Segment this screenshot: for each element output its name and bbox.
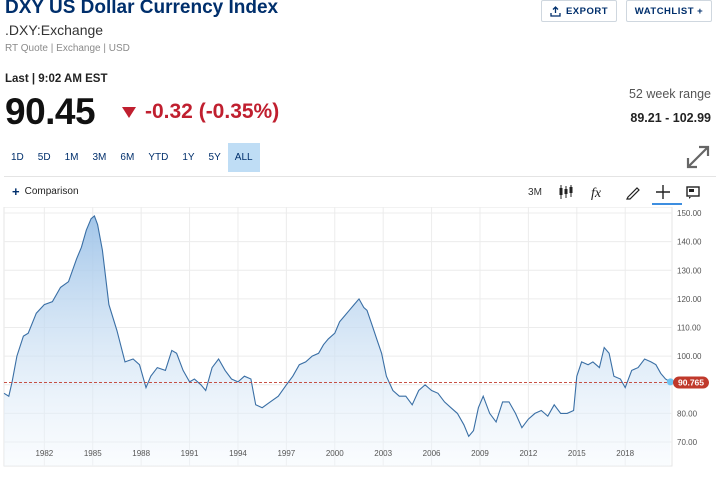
x-tick-label: 2003 xyxy=(374,449,392,458)
export-button[interactable]: EXPORT xyxy=(541,0,617,22)
x-tick-label: 1982 xyxy=(35,449,53,458)
week52-label: 52 week range xyxy=(628,87,711,101)
y-tick-label: 120.00 xyxy=(677,295,702,304)
chart-toolbar: + Comparison 3M fx xyxy=(0,180,720,206)
export-label: EXPORT xyxy=(565,5,609,17)
comparison-label: Comparison xyxy=(24,186,79,197)
range-1y[interactable]: 1Y xyxy=(182,152,195,163)
range-all[interactable]: ALL xyxy=(227,143,260,172)
y-tick-label: 140.00 xyxy=(677,238,702,247)
candlestick-icon[interactable] xyxy=(555,180,577,204)
down-arrow-icon xyxy=(122,106,136,118)
week52-value: 89.21 - 102.99 xyxy=(630,111,711,125)
range-6m[interactable]: 6M xyxy=(120,152,135,163)
toolbar-divider xyxy=(4,176,716,177)
range-ytd[interactable]: YTD xyxy=(148,152,169,163)
symbol-label: .DXY:Exchange xyxy=(5,22,104,38)
comparison-button[interactable]: + Comparison xyxy=(12,184,79,199)
last-quote-time: Last | 9:02 AM EST xyxy=(5,73,108,85)
y-tick-label: 80.00 xyxy=(677,409,698,418)
fx-icon[interactable]: fx xyxy=(586,180,608,204)
range-1m[interactable]: 1M xyxy=(64,152,79,163)
watchlist-label: WATCHLIST + xyxy=(634,5,704,17)
y-tick-label: 150.00 xyxy=(677,209,702,218)
interval-button[interactable]: 3M xyxy=(528,186,542,198)
x-tick-label: 1997 xyxy=(277,449,295,458)
time-range-selector: 1D 5D 1M 3M 6M YTD 1Y 5Y ALL xyxy=(4,143,260,172)
crosshair-icon[interactable] xyxy=(652,180,674,204)
y-tick-label: 110.00 xyxy=(677,324,701,333)
last-price: 90.45 xyxy=(5,91,96,132)
y-tick-label: 70.00 xyxy=(677,438,698,447)
quote-source-label: RT Quote | Exchange | USD xyxy=(5,43,130,54)
last-price-tag xyxy=(673,376,709,389)
expand-icon[interactable] xyxy=(684,143,712,171)
range-5y[interactable]: 5Y xyxy=(208,152,221,163)
price-change: -0.32 (-0.35%) xyxy=(122,100,279,124)
watchlist-button[interactable]: WATCHLIST + xyxy=(626,0,712,22)
x-tick-label: 2006 xyxy=(423,449,441,458)
svg-text:fx: fx xyxy=(591,186,602,201)
last-price-marker xyxy=(666,378,674,386)
plus-icon: + xyxy=(12,184,20,199)
price-line xyxy=(3,214,671,438)
price-area xyxy=(4,215,671,466)
dxy-area-chart: 70.0080.0090.00100.00110.00120.00130.001… xyxy=(3,207,709,467)
range-1d[interactable]: 1D xyxy=(11,152,24,163)
last-price-tag-label: 90.765 xyxy=(678,378,704,388)
y-tick-label: 130.00 xyxy=(677,266,702,275)
export-icon xyxy=(550,5,561,17)
page-title: DXY US Dollar Currency Index xyxy=(5,0,279,18)
x-tick-label: 2012 xyxy=(519,449,537,458)
x-tick-label: 2000 xyxy=(326,449,344,458)
news-icon[interactable] xyxy=(682,180,704,204)
x-tick-label: 2009 xyxy=(471,449,489,458)
price-change-value: -0.32 (-0.35%) xyxy=(145,100,280,123)
pencil-icon[interactable] xyxy=(622,180,644,204)
x-tick-label: 1988 xyxy=(132,449,150,458)
x-tick-label: 2015 xyxy=(568,449,586,458)
x-tick-label: 1994 xyxy=(229,449,247,458)
y-tick-label: 100.00 xyxy=(677,352,702,361)
range-5d[interactable]: 5D xyxy=(37,152,51,163)
x-tick-label: 1985 xyxy=(84,449,102,458)
active-tool-indicator xyxy=(652,203,682,205)
x-tick-label: 2018 xyxy=(616,449,634,458)
range-3m[interactable]: 3M xyxy=(92,152,107,163)
x-tick-label: 1991 xyxy=(181,449,199,458)
